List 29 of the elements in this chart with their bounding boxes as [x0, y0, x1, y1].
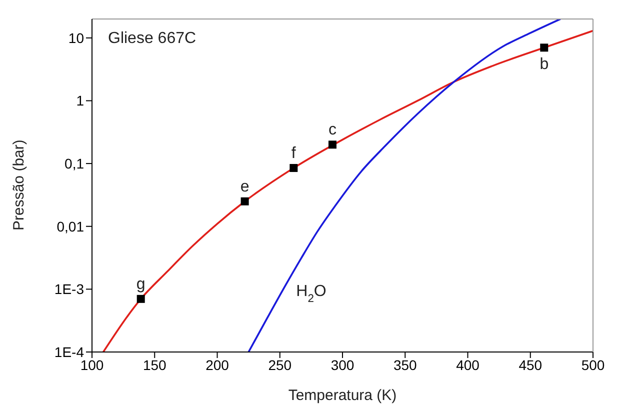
- x-tick-label: 250: [268, 356, 292, 373]
- x-tick-label: 200: [206, 356, 230, 373]
- y-tick-label: 0,1: [64, 156, 84, 172]
- x-tick-label: 300: [330, 356, 354, 373]
- x-tick-label: 150: [142, 356, 167, 373]
- y-axis-title: Pressão (bar): [10, 140, 28, 230]
- y-tick-label: 10: [68, 30, 84, 46]
- annotation: f: [291, 144, 296, 162]
- series-label: H$_{2}$O: [296, 283, 326, 306]
- annotation: c: [328, 122, 336, 139]
- point: [240, 197, 249, 206]
- line-series: [102, 30, 593, 352]
- point: [540, 44, 548, 52]
- x-tick-label: 500: [581, 356, 605, 373]
- annotation: g: [136, 276, 146, 293]
- point: [328, 140, 336, 149]
- point: [136, 294, 145, 303]
- x-tick-label: 350: [393, 356, 418, 373]
- annotation: Gliese 667C: [108, 30, 196, 48]
- y-tick-label: 0,01: [56, 218, 84, 234]
- annotation: b: [540, 56, 549, 73]
- line-series: [248, 19, 562, 352]
- annotation: e: [240, 178, 250, 196]
- point: [290, 164, 298, 172]
- x-tick-label: 450: [518, 356, 542, 373]
- x-tick-label: 400: [456, 356, 480, 373]
- x-axis-title: Temperatura (K): [288, 387, 397, 404]
- y-tick-label: 1: [76, 92, 84, 109]
- y-tick-label: 1E-3: [54, 281, 84, 298]
